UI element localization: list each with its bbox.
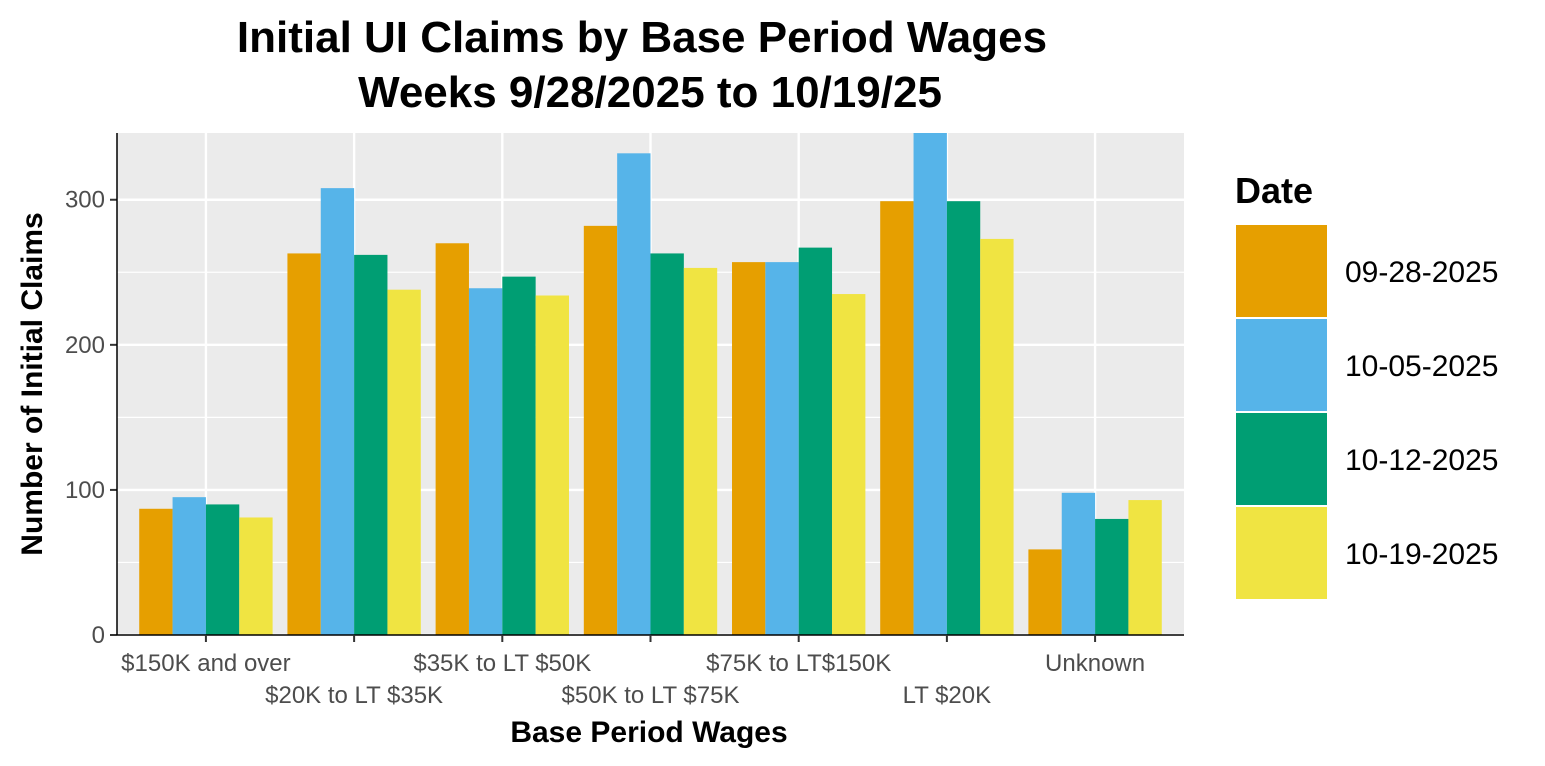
bar (583, 225, 618, 636)
legend-key (1234, 411, 1329, 507)
bar (239, 517, 273, 635)
bar (832, 294, 866, 635)
bar (502, 276, 536, 635)
bar (1028, 549, 1062, 635)
legend-label: 10-12-2025 (1345, 444, 1498, 477)
chart-subtitle: Weeks 9/28/2025 to 10/19/25 (358, 68, 942, 117)
bar (946, 201, 981, 636)
bar (139, 508, 173, 635)
legend-label: 09-28-2025 (1345, 256, 1498, 289)
bar (387, 289, 421, 635)
bar (683, 267, 718, 635)
y-tick-label: 300 (65, 187, 105, 214)
y-tick-label: 100 (65, 477, 105, 504)
bar (980, 238, 1014, 635)
bar (435, 243, 469, 635)
x-tick-label: $20K to LT $35K (265, 682, 443, 709)
x-tick-label: $35K to LT $50K (413, 650, 591, 677)
legend-label: 10-05-2025 (1345, 350, 1498, 383)
bar (535, 295, 569, 635)
bar (880, 201, 914, 636)
bar (1128, 500, 1162, 635)
chart-title: Initial UI Claims by Base Period Wages (237, 13, 1047, 62)
bar (913, 133, 947, 635)
bar (765, 262, 799, 635)
bar (468, 288, 503, 635)
bar (732, 262, 766, 635)
legend-key (1234, 505, 1329, 601)
x-tick-label: $75K to LT$150K (706, 650, 891, 677)
bar (287, 253, 321, 635)
x-tick-label: LT $20K (903, 682, 992, 709)
x-tick-label: $50K to LT $75K (562, 682, 740, 709)
bar (205, 504, 240, 635)
bar (650, 253, 684, 635)
legend-key (1234, 223, 1329, 319)
y-axis-title: Number of Initial Claims (16, 212, 49, 555)
legend-label: 10-19-2025 (1345, 538, 1498, 571)
x-tick-label: Unknown (1045, 650, 1145, 677)
bar (172, 497, 206, 635)
x-axis-title: Base Period Wages (510, 716, 787, 749)
bar (617, 153, 651, 635)
y-tick-label: 0 (92, 622, 105, 649)
y-tick-label: 200 (65, 332, 105, 359)
legend-title: Date (1235, 170, 1313, 211)
bar (798, 247, 833, 635)
legend: Date 09-28-2025 10-05-2025 10-12-2025 10-19-… (1234, 170, 1498, 601)
bar (1095, 518, 1129, 635)
legend-key (1234, 317, 1329, 413)
bar (320, 188, 355, 636)
plot-area: 0 100 200 300 $150K and over $20K to LT $35K $… (65, 133, 1184, 709)
bar (354, 254, 388, 635)
x-tick-label: $150K and over (121, 650, 290, 677)
bar (1061, 492, 1096, 635)
